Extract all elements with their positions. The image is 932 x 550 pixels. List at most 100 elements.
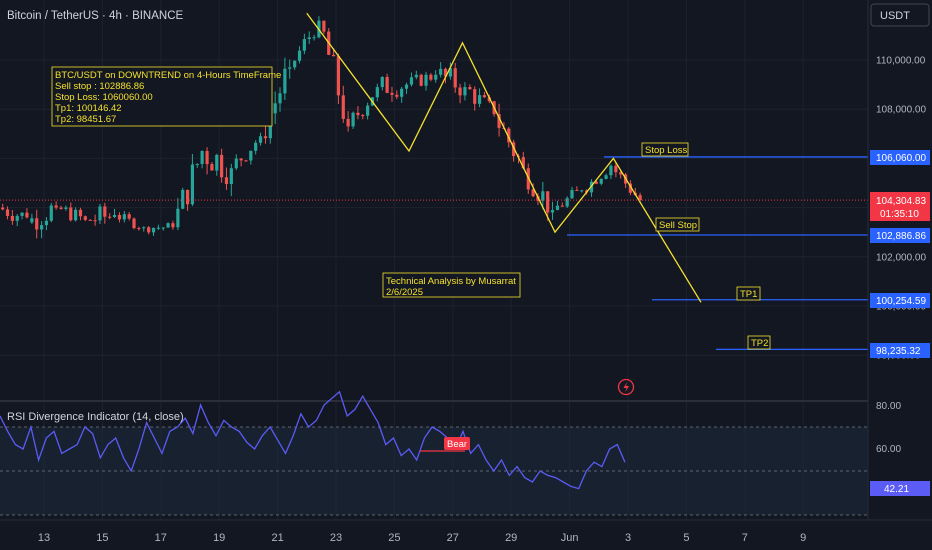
- time-tick: 13: [38, 532, 50, 544]
- tp2-label[interactable]: TP2: [747, 335, 771, 350]
- candle: [453, 62, 457, 93]
- candle: [458, 83, 462, 104]
- candle: [341, 85, 345, 123]
- candle: [132, 217, 136, 230]
- price-tick: 108,000.00: [876, 105, 926, 116]
- bear-badge: Bear: [444, 437, 470, 450]
- candle: [98, 203, 102, 224]
- candle: [142, 226, 146, 232]
- candle: [161, 227, 165, 231]
- price-axis[interactable]: [868, 0, 932, 550]
- candle: [254, 140, 258, 155]
- candle: [117, 212, 122, 223]
- stop-loss-badge: 106,060.00: [870, 150, 930, 165]
- candle: [336, 53, 341, 104]
- svg-text:TP1: TP1: [740, 289, 757, 300]
- info-box[interactable]: BTC/USDT on DOWNTREND on 4-Hours TimeFra…: [51, 66, 281, 127]
- candle: [366, 102, 370, 120]
- currency-button[interactable]: USDT: [870, 3, 930, 27]
- svg-text:60.00: 60.00: [876, 444, 901, 455]
- time-tick: 9: [800, 532, 806, 544]
- candle: [263, 125, 268, 144]
- candle: [200, 150, 204, 169]
- candle: [429, 72, 433, 82]
- svg-text:Bear: Bear: [447, 439, 467, 450]
- credit-box[interactable]: Technical Analysis by Musarrat 2/6/2025: [382, 272, 521, 298]
- candle: [35, 209, 39, 239]
- candle: [30, 213, 34, 224]
- svg-text:104,304.83: 104,304.83: [876, 196, 926, 207]
- candle: [390, 86, 394, 102]
- candle: [375, 83, 379, 102]
- lightning-icon[interactable]: [617, 378, 635, 396]
- svg-text:106,060.00: 106,060.00: [876, 153, 926, 164]
- candle: [482, 91, 487, 98]
- candle: [137, 226, 141, 231]
- candle: [614, 162, 618, 178]
- candle: [224, 167, 229, 190]
- credit-line: Technical Analysis by Musarrat: [386, 276, 516, 287]
- candle: [351, 111, 355, 129]
- candle: [439, 62, 443, 78]
- tp2-badge: 98,235.32: [870, 343, 930, 358]
- rsi-pane[interactable]: Bear RSI Divergence Indicator (14, close…: [0, 390, 868, 516]
- candle: [419, 73, 423, 87]
- zigzag-drawing[interactable]: [306, 12, 702, 303]
- svg-text:42.21: 42.21: [884, 484, 909, 495]
- candle: [5, 206, 10, 220]
- time-axis[interactable]: 13 15 17 19 21 23 25 27 29 Jun 3 5 7 9: [38, 532, 806, 544]
- candle: [385, 73, 389, 94]
- candle: [244, 159, 248, 162]
- candle: [190, 154, 195, 207]
- candle: [380, 76, 384, 91]
- candle: [409, 72, 414, 87]
- candle: [468, 84, 472, 90]
- candle: [83, 215, 87, 222]
- candle: [424, 71, 428, 91]
- candle: [361, 113, 365, 120]
- candle: [88, 219, 92, 221]
- candle: [59, 205, 63, 210]
- sell-stop-label[interactable]: Sell Stop: [655, 217, 700, 232]
- candle: [283, 57, 287, 100]
- candle: [463, 82, 467, 101]
- candle: [302, 33, 306, 55]
- candle: [448, 62, 452, 80]
- candle: [555, 200, 560, 211]
- rsi-line: [0, 390, 626, 490]
- candle: [346, 111, 350, 132]
- candle: [288, 59, 292, 79]
- candle: [49, 202, 53, 223]
- candle: [74, 207, 78, 222]
- candle: [147, 226, 151, 235]
- candle: [604, 173, 608, 180]
- candle: [239, 158, 243, 167]
- tp1-label[interactable]: TP1: [736, 286, 761, 301]
- svg-text:TP2: TP2: [751, 338, 768, 349]
- candle: [278, 87, 282, 112]
- candle: [171, 220, 175, 230]
- candle: [550, 201, 555, 220]
- candle: [560, 202, 564, 207]
- pane-separator[interactable]: [0, 400, 868, 402]
- candle: [249, 150, 253, 165]
- candle: [580, 189, 584, 193]
- candle: [638, 192, 642, 202]
- svg-text:Stop Loss: Stop Loss: [645, 145, 687, 156]
- time-tick: 25: [388, 532, 400, 544]
- candle: [443, 67, 448, 84]
- candle: [151, 227, 156, 236]
- level-lines: [567, 156, 868, 351]
- candle: [395, 90, 399, 100]
- candle: [10, 209, 14, 225]
- candle: [93, 214, 97, 226]
- candle: [44, 216, 49, 231]
- candle: [156, 224, 160, 230]
- candle: [541, 181, 545, 210]
- svg-text:80.00: 80.00: [876, 401, 901, 412]
- time-tick: 17: [155, 532, 167, 544]
- stop-loss-label[interactable]: Stop Loss: [641, 142, 689, 157]
- candle: [565, 196, 569, 209]
- candle: [599, 178, 603, 186]
